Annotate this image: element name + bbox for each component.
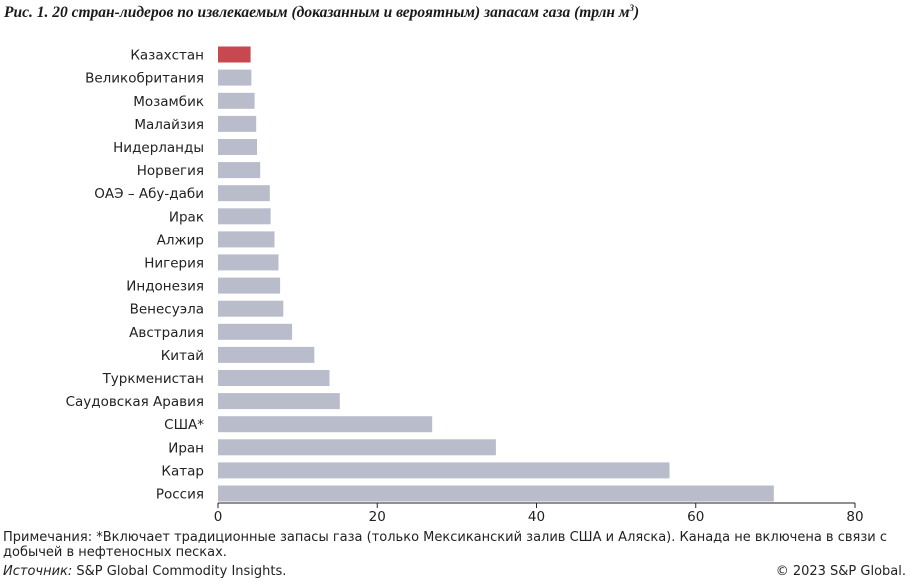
category-label-18: Катар [161, 463, 204, 479]
chart-title-text: Рис. 1. 20 стран-лидеров по извлекаемым … [4, 4, 630, 22]
category-label-19: Россия [156, 487, 204, 503]
chart-title-suffix: ) [634, 4, 640, 22]
bar-10 [218, 277, 281, 294]
category-label-6: ОАЭ – Абу-даби [94, 186, 204, 202]
bar-13 [218, 346, 315, 363]
bar-15 [218, 393, 340, 410]
bar-19 [218, 485, 774, 502]
bar-8 [218, 231, 275, 248]
bar-chart: Казахстан Великобритания Мозамбик Малайзия Н… [66, 46, 864, 525]
category-label-16: США* [164, 417, 204, 433]
bar-2 [218, 92, 255, 109]
chart-title-superscript: 3 [629, 3, 635, 13]
category-label-13: Китай [161, 348, 204, 364]
x-tick-label-4: 80 [846, 509, 863, 525]
bar-7 [218, 208, 271, 225]
bar-14 [218, 370, 330, 386]
x-tick-label-3: 60 [687, 509, 704, 525]
category-label-2: Мозамбик [133, 94, 204, 110]
chart-title: Рис. 1. 20 стран-лидеров по извлекаемым … [4, 3, 639, 22]
category-label-3: Малайзия [134, 117, 204, 133]
category-label-17: Иран [168, 440, 204, 456]
source-text: S&P Global Commodity Insights. [72, 564, 287, 579]
bar-17 [218, 439, 496, 456]
bar-5 [218, 162, 261, 179]
x-tick-label-1: 20 [369, 509, 386, 525]
chart-notes: Примечания: *Включает традиционные запас… [3, 530, 887, 560]
chart-source: Источник: S&P Global Commodity Insights. [3, 564, 286, 579]
bar-4 [218, 139, 257, 155]
category-label-0: Казахстан [130, 48, 204, 64]
bar-9 [218, 254, 279, 271]
bar-6 [218, 185, 270, 202]
x-tick-label-0: 0 [214, 509, 223, 525]
category-label-1: Великобритания [85, 71, 204, 87]
bar-3 [218, 115, 257, 132]
bar-12 [218, 323, 293, 340]
category-label-15: Саудовская Аравия [66, 394, 204, 410]
category-label-8: Алжир [157, 232, 204, 248]
category-label-9: Нигерия [144, 255, 204, 271]
source-label: Источник: [3, 564, 73, 579]
copyright: © 2023 S&P Global. [775, 564, 906, 579]
bar-0 [218, 46, 251, 63]
bar-1 [218, 69, 252, 86]
category-label-10: Индонезия [126, 279, 204, 295]
category-label-11: Венесуэла [130, 302, 204, 318]
bar-11 [218, 300, 284, 317]
bar-18 [218, 462, 670, 479]
category-label-14: Туркменистан [102, 371, 204, 387]
category-label-4: Нидерланды [113, 140, 204, 156]
bar-16 [218, 416, 433, 433]
category-label-7: Ирак [169, 209, 204, 225]
x-tick-label-2: 40 [528, 509, 545, 525]
category-label-12: Австралия [129, 325, 204, 341]
category-label-5: Норвегия [137, 163, 204, 179]
